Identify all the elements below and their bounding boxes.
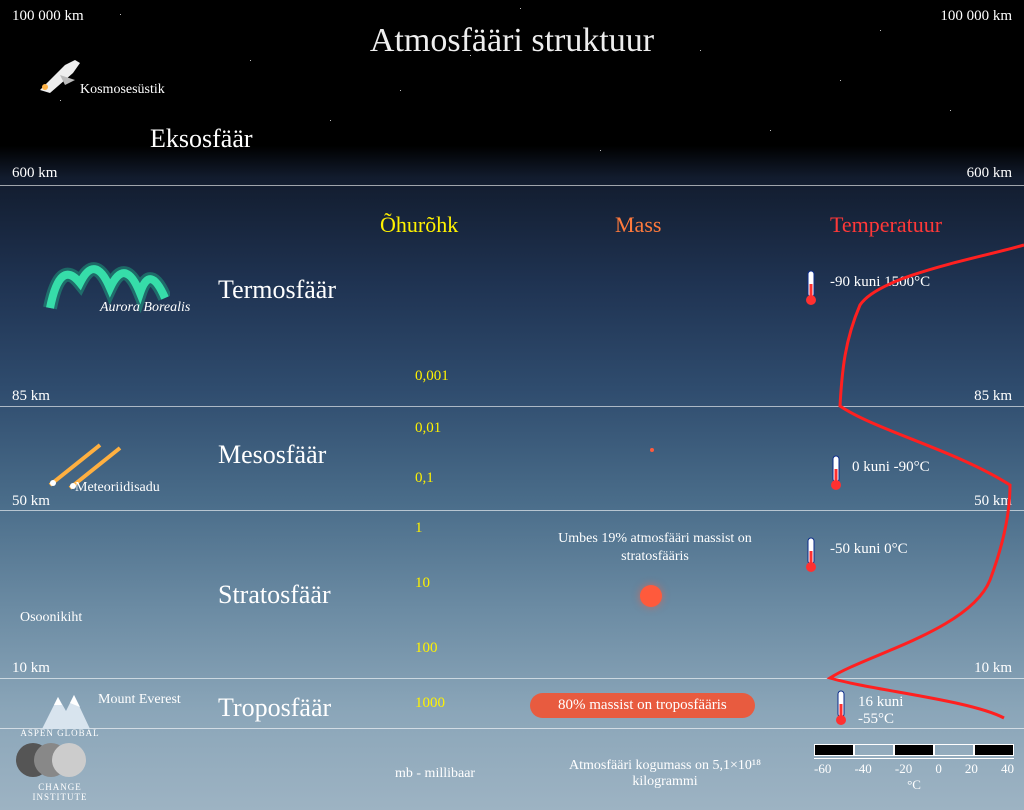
altitude-label: 100 000 km <box>940 8 1012 25</box>
space-shuttle-icon <box>35 55 85 95</box>
layer-name: Termosfäär <box>218 275 336 305</box>
thermometer-icon <box>805 537 817 573</box>
altitude-label: 50 km <box>12 493 50 510</box>
aurora-label: Aurora Borealis <box>100 300 190 317</box>
pressure-value: 0,001 <box>415 368 449 385</box>
layer-name: Mesosfäär <box>218 440 326 470</box>
layer-divider <box>0 678 1024 679</box>
mass-heading: Mass <box>615 212 661 238</box>
altitude-label: 600 km <box>967 165 1012 182</box>
temperature-scale: -60-40-2002040 °C <box>814 744 1014 793</box>
temperature-reading: -50 kuni 0°C <box>830 541 908 558</box>
stratosphere-mass-note: Umbes 19% atmosfääri massist on stratosf… <box>555 530 755 566</box>
institute-logo: ASPEN GLOBAL CHANGE INSTITUTE <box>10 728 110 802</box>
layer-name: Troposfäär <box>218 693 331 723</box>
mass-dot-small-icon <box>650 448 654 452</box>
thermometer-icon <box>835 690 847 726</box>
pressure-unit-label: mb - millibaar <box>395 766 475 782</box>
page-title: Atmosfääri struktuur <box>370 22 654 60</box>
altitude-label: 50 km <box>974 493 1012 510</box>
thermometer-icon <box>830 455 842 491</box>
altitude-label: 600 km <box>12 165 57 182</box>
meteor-label: Meteoriidisadu <box>75 480 160 496</box>
pressure-value: 1 <box>415 520 423 537</box>
thermometer-icon <box>805 270 817 306</box>
pressure-value: 100 <box>415 640 438 657</box>
altitude-label: 10 km <box>974 660 1012 677</box>
pressure-value: 1000 <box>415 695 445 712</box>
altitude-label: 85 km <box>974 388 1012 405</box>
layer-divider <box>0 406 1024 407</box>
pressure-heading: Õhurõhk <box>380 212 458 238</box>
temperature-reading: -90 kuni 1500°C <box>830 274 930 291</box>
temperature-heading: Temperatuur <box>830 212 942 238</box>
layer-name: Stratosfäär <box>218 580 331 610</box>
layer-divider <box>0 728 1024 729</box>
everest-label: Mount Everest <box>98 692 181 707</box>
altitude-label: 85 km <box>12 388 50 405</box>
pressure-value: 10 <box>415 575 430 592</box>
mass-dot-icon <box>640 585 662 607</box>
shuttle-label: Kosmosesüstik <box>80 82 165 98</box>
everest-icon <box>40 693 92 729</box>
temperature-reading: 0 kuni -90°C <box>852 459 930 476</box>
altitude-label: 100 000 km <box>12 8 84 25</box>
ozone-label: Osoonikiht <box>20 610 82 626</box>
temperature-reading: 16 kuni-55°C <box>858 694 903 727</box>
total-mass-note: Atmosfääri kogumass on 5,1×10¹⁸ kilogram… <box>555 758 775 790</box>
pressure-value: 0,01 <box>415 420 441 437</box>
layer-divider <box>0 185 1024 186</box>
altitude-label: 10 km <box>12 660 50 677</box>
layer-divider <box>0 510 1024 511</box>
layer-name: Eksosfäär <box>150 124 253 154</box>
pressure-value: 0,1 <box>415 470 434 487</box>
troposphere-mass-pill: 80% massist on troposfääris <box>530 693 755 718</box>
